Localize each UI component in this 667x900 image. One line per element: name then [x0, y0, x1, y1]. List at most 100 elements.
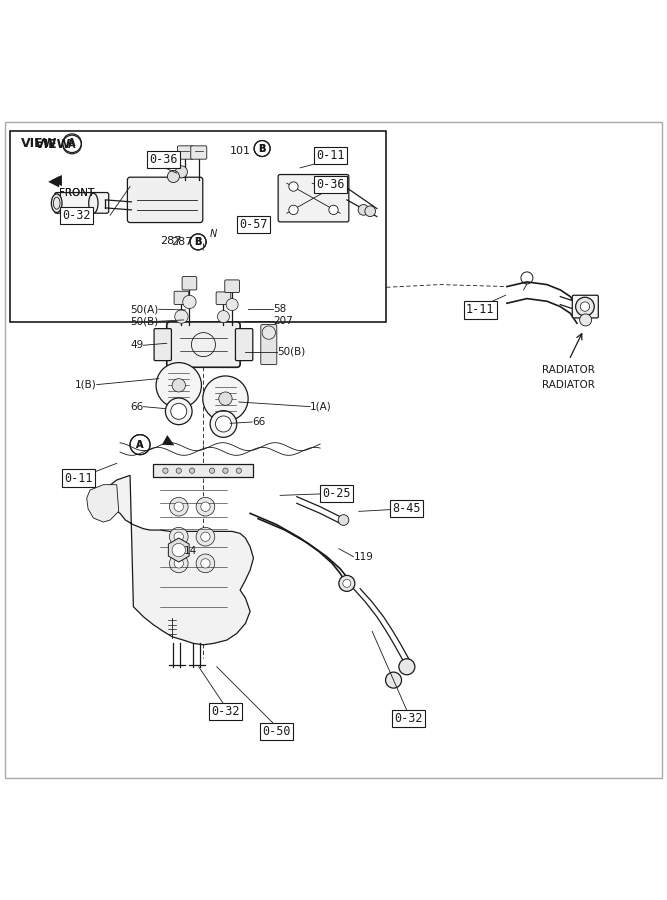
Circle shape	[210, 410, 237, 437]
Circle shape	[169, 527, 188, 546]
Bar	[10, 131, 386, 322]
Text: 1(B): 1(B)	[75, 380, 97, 390]
Circle shape	[174, 559, 183, 568]
Circle shape	[165, 398, 192, 425]
Text: 66: 66	[130, 401, 143, 411]
Circle shape	[217, 310, 229, 322]
Circle shape	[163, 468, 168, 473]
Circle shape	[167, 170, 179, 183]
Text: 1-11: 1-11	[466, 303, 494, 317]
Circle shape	[174, 502, 183, 511]
Text: B: B	[258, 143, 266, 154]
Circle shape	[365, 206, 376, 217]
Text: 0-36: 0-36	[316, 178, 344, 191]
Text: 0-11: 0-11	[316, 148, 344, 162]
Circle shape	[169, 554, 188, 572]
Circle shape	[201, 532, 210, 542]
FancyBboxPatch shape	[182, 276, 197, 290]
Polygon shape	[87, 485, 119, 522]
FancyBboxPatch shape	[278, 175, 349, 222]
FancyBboxPatch shape	[191, 146, 207, 159]
Text: 8-45: 8-45	[393, 502, 421, 515]
Text: FRONT: FRONT	[59, 188, 94, 198]
Circle shape	[175, 310, 188, 323]
Text: 50(A): 50(A)	[131, 304, 159, 314]
Text: A: A	[136, 440, 144, 450]
Circle shape	[329, 205, 338, 214]
FancyBboxPatch shape	[225, 280, 239, 292]
Circle shape	[201, 502, 210, 511]
Text: 0-36: 0-36	[149, 153, 177, 166]
Text: 0-32: 0-32	[394, 712, 422, 724]
Text: B: B	[194, 237, 202, 247]
FancyBboxPatch shape	[216, 292, 231, 304]
Text: 287: 287	[160, 236, 181, 247]
Text: 101: 101	[229, 146, 251, 157]
Text: RADIATOR: RADIATOR	[542, 380, 595, 390]
Circle shape	[183, 295, 196, 309]
Circle shape	[175, 166, 187, 178]
Circle shape	[223, 468, 228, 473]
Text: B: B	[258, 143, 266, 154]
FancyBboxPatch shape	[167, 322, 240, 367]
FancyBboxPatch shape	[154, 328, 171, 361]
Text: B: B	[194, 237, 202, 247]
Text: 119: 119	[354, 552, 374, 562]
Text: FRONT: FRONT	[59, 187, 94, 197]
Text: A: A	[68, 139, 76, 148]
FancyBboxPatch shape	[153, 464, 253, 477]
FancyBboxPatch shape	[174, 292, 189, 304]
Circle shape	[236, 468, 241, 473]
Circle shape	[262, 326, 275, 339]
Text: 58: 58	[273, 303, 287, 313]
Circle shape	[176, 468, 181, 473]
Circle shape	[196, 554, 215, 572]
Text: 49: 49	[130, 340, 143, 350]
FancyBboxPatch shape	[572, 295, 598, 318]
Text: 0-25: 0-25	[323, 487, 351, 500]
Text: 50(B): 50(B)	[131, 316, 159, 327]
FancyBboxPatch shape	[261, 325, 277, 364]
Text: A: A	[136, 440, 144, 450]
FancyBboxPatch shape	[235, 328, 253, 361]
Circle shape	[289, 205, 298, 214]
Circle shape	[189, 468, 195, 473]
Circle shape	[329, 182, 338, 191]
Circle shape	[339, 575, 355, 591]
Circle shape	[169, 498, 188, 516]
Circle shape	[156, 363, 201, 408]
Text: 0-32: 0-32	[63, 209, 91, 221]
Text: 1(A): 1(A)	[310, 401, 332, 411]
Text: 0-11: 0-11	[65, 472, 93, 484]
Text: RADIATOR: RADIATOR	[542, 364, 595, 374]
Text: VIEW: VIEW	[21, 137, 58, 149]
Text: 50(B): 50(B)	[277, 347, 305, 357]
Circle shape	[174, 532, 183, 542]
Circle shape	[576, 297, 594, 316]
Text: 287: 287	[171, 237, 192, 247]
Circle shape	[215, 416, 231, 432]
Text: 66: 66	[252, 417, 265, 427]
Text: 0-57: 0-57	[239, 218, 267, 231]
Circle shape	[399, 659, 415, 675]
Circle shape	[201, 559, 210, 568]
Circle shape	[171, 403, 187, 419]
Circle shape	[196, 527, 215, 546]
Text: A: A	[68, 140, 76, 149]
Polygon shape	[105, 475, 253, 644]
Circle shape	[172, 379, 185, 392]
Circle shape	[343, 580, 351, 588]
Text: 0-50: 0-50	[263, 725, 291, 738]
Circle shape	[580, 314, 592, 326]
Circle shape	[338, 515, 349, 526]
Circle shape	[226, 299, 238, 310]
FancyBboxPatch shape	[177, 146, 193, 159]
Circle shape	[358, 204, 369, 215]
Circle shape	[203, 376, 248, 421]
Circle shape	[386, 672, 402, 688]
FancyBboxPatch shape	[127, 177, 203, 222]
Text: VIEW: VIEW	[35, 138, 71, 151]
Circle shape	[172, 544, 185, 557]
Circle shape	[209, 468, 215, 473]
Text: 0-32: 0-32	[211, 705, 239, 718]
